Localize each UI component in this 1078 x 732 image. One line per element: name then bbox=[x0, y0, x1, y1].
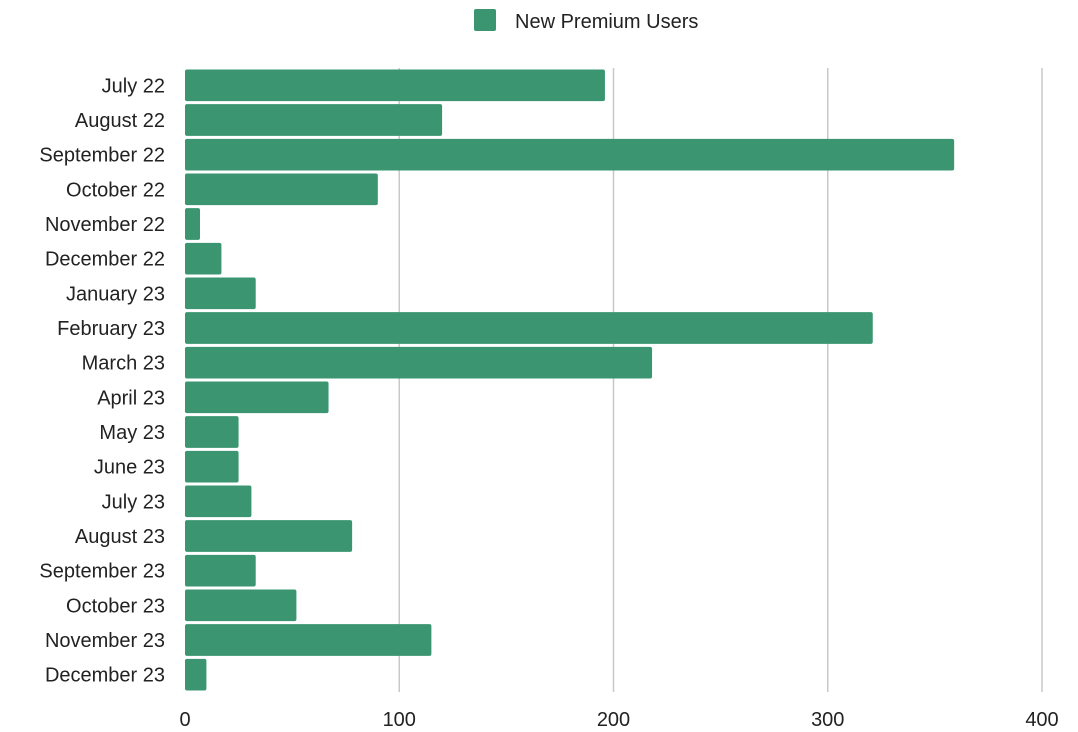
bar bbox=[185, 138, 955, 171]
category-label: October 22 bbox=[66, 179, 165, 201]
bar bbox=[185, 173, 378, 206]
bar bbox=[185, 104, 443, 136]
bar bbox=[185, 450, 239, 483]
x-tick-label: 0 bbox=[179, 709, 190, 731]
category-label: April 23 bbox=[97, 387, 165, 409]
bar bbox=[185, 485, 252, 518]
bar bbox=[185, 658, 207, 691]
category-label: March 23 bbox=[82, 353, 165, 375]
x-tick-label: 300 bbox=[811, 709, 844, 731]
bar bbox=[185, 624, 432, 656]
category-label: November 23 bbox=[45, 630, 165, 652]
bar bbox=[185, 242, 222, 275]
bar bbox=[185, 554, 256, 587]
x-tick-label: 200 bbox=[597, 709, 630, 731]
category-label: February 23 bbox=[57, 318, 165, 340]
bar bbox=[185, 346, 653, 379]
category-label: July 23 bbox=[102, 491, 165, 513]
legend-swatch bbox=[474, 9, 496, 31]
category-label: September 23 bbox=[39, 561, 165, 583]
category-label: June 23 bbox=[94, 457, 165, 479]
gridlines bbox=[398, 68, 1043, 692]
category-label: May 23 bbox=[99, 422, 165, 444]
bar bbox=[185, 589, 297, 622]
x-tick-label: 100 bbox=[383, 709, 416, 731]
category-label: January 23 bbox=[66, 283, 165, 305]
category-label: December 23 bbox=[45, 665, 165, 687]
category-label: October 23 bbox=[66, 595, 165, 617]
bars bbox=[185, 69, 955, 691]
category-label: September 22 bbox=[39, 145, 165, 167]
category-label: November 22 bbox=[45, 214, 165, 236]
legend-label: New Premium Users bbox=[515, 11, 698, 33]
bar bbox=[185, 520, 353, 552]
category-label: August 23 bbox=[75, 526, 165, 548]
bar bbox=[185, 208, 200, 240]
bar bbox=[185, 416, 239, 448]
bar bbox=[185, 69, 605, 102]
category-label: July 22 bbox=[102, 75, 165, 97]
bar bbox=[185, 381, 329, 414]
bar bbox=[185, 277, 256, 310]
x-axis-tick-labels: 0 100 200 300 400 bbox=[179, 709, 1058, 731]
legend: New Premium Users bbox=[474, 9, 698, 33]
bar bbox=[185, 312, 873, 344]
category-label: August 22 bbox=[75, 110, 165, 132]
x-tick-label: 400 bbox=[1025, 709, 1058, 731]
category-label: December 22 bbox=[45, 249, 165, 271]
category-labels: July 22 August 22 September 22 October 22 No… bbox=[39, 75, 165, 686]
